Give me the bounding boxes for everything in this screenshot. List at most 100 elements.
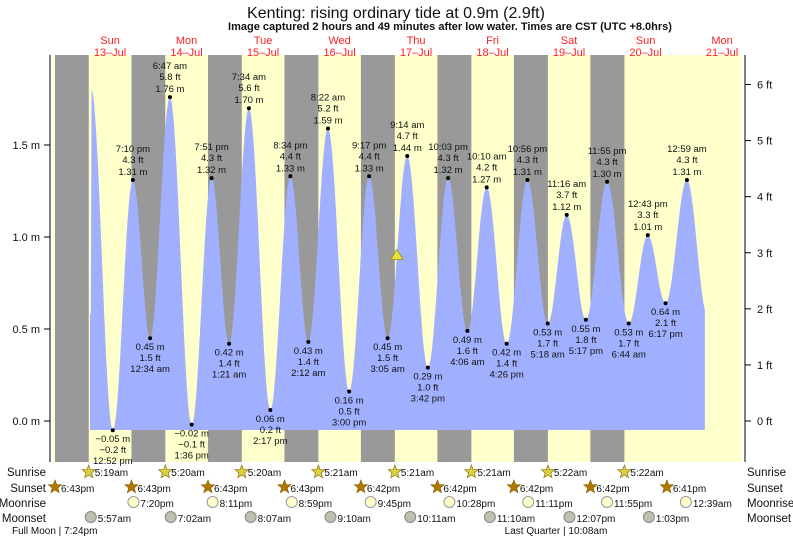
tide-point: [484, 185, 489, 190]
moonset-time: 8:07am: [258, 514, 291, 525]
tide-m-label: 1.32 m: [434, 165, 463, 176]
date-label: 15–Jul: [247, 47, 279, 59]
tide-time-label: 2:12 am: [291, 368, 325, 379]
tide-time-label: 6:44 am: [612, 349, 646, 360]
sunrise-icon: [387, 464, 403, 479]
tide-time-label: 12:52 pm: [93, 456, 133, 467]
astro-rows: Sunrise Sunset Moonrise Moonset Sunrise …: [0, 464, 793, 537]
tide-m-label: 0.42 m: [492, 348, 521, 359]
tide-time-label: 1:36 pm: [174, 451, 208, 462]
tide-point: [405, 154, 410, 159]
tide-point: [148, 336, 153, 341]
tide-time-label: 1:21 am: [212, 370, 246, 381]
day-of-week-label: Mon: [711, 35, 732, 47]
tide-m-label: 0.64 m: [651, 307, 680, 318]
chart-subtitle: Image captured 2 hours and 49 minutes af…: [228, 21, 672, 33]
tide-point: [645, 233, 650, 238]
tide-ft-label: 4.3 ft: [676, 155, 697, 166]
tide-m-label: 1.01 m: [633, 222, 662, 233]
tide-ft-label: 1.7 ft: [537, 338, 558, 349]
tide-m-label: 0.29 m: [413, 372, 442, 383]
tide-time-label: 3:42 pm: [411, 394, 445, 405]
sunset-time: 6:43pm: [61, 484, 94, 495]
tide-point: [268, 407, 273, 412]
moonrise-time: 8:11pm: [220, 499, 253, 510]
tide-point: [504, 341, 509, 346]
tide-point: [525, 177, 530, 182]
sunrise-label-left: Sunrise: [7, 467, 46, 479]
moonset-icon: [324, 511, 337, 523]
tide-point: [306, 339, 311, 344]
tide-point: [130, 177, 135, 182]
tide-point: [288, 174, 293, 179]
tide-time-label: 4:06 am: [450, 357, 484, 368]
day-of-week-label: Mon: [176, 35, 197, 47]
tide-point: [465, 328, 470, 333]
tide-point: [545, 321, 550, 326]
moonrise-icon: [601, 496, 614, 508]
moonrise-time: 7:20pm: [140, 499, 173, 510]
tide-point: [425, 365, 430, 370]
tide-m-label: 0.53 m: [614, 327, 643, 338]
moon-phase-last-quarter: Last Quarter | 10:08am: [505, 526, 608, 537]
tide-time-label: 6:17 pm: [648, 329, 682, 340]
tide-ft-label: 4.3 ft: [438, 153, 459, 164]
tide-m-label: 1.76 m: [155, 84, 184, 95]
moonrise-time: 10:28pm: [456, 499, 495, 510]
moonset-time: 10:11am: [417, 514, 455, 525]
tide-ft-label: 4.3 ft: [517, 155, 538, 166]
moonrise-time: 8:59pm: [299, 499, 332, 510]
moonset-icon: [483, 511, 496, 523]
sunset-icon: [659, 479, 675, 494]
moonrise-icon: [522, 496, 535, 508]
sunrise-time: 5:22am: [554, 468, 587, 479]
sunrise-icon: [81, 464, 97, 479]
day-of-week-label: Tue: [254, 35, 273, 47]
tide-ft-label: 1.0 ft: [417, 383, 438, 394]
sunset-icon: [429, 479, 445, 494]
tide-time-label: 7:51 pm: [194, 142, 228, 153]
right-tick-label: 6 ft: [757, 80, 772, 92]
moonset-label-right: Moonset: [747, 513, 792, 525]
moonset-icon: [642, 511, 655, 523]
tide-point: [626, 321, 631, 326]
tide-m-label: 0.16 m: [335, 396, 364, 407]
tide-time-label: 2:17 pm: [253, 436, 287, 447]
axes: 0.0 m 0.5 m 1.0 m 1.5 m 0 ft 1 ft 2 ft 3 ft 4 ft…: [12, 55, 772, 462]
tide-point: [663, 301, 668, 306]
tide-time-label: 5:18 am: [531, 349, 565, 360]
tide-ft-label: 1.5 ft: [377, 353, 398, 364]
tide-point: [564, 212, 569, 217]
tide-point: [189, 422, 194, 427]
day-of-week-label: Sat: [561, 35, 578, 47]
tide-ft-label: 2.1 ft: [655, 318, 676, 329]
sunset-time: 6:42pm: [520, 484, 553, 495]
moonrise-icon: [679, 496, 692, 508]
date-label: 17–Jul: [400, 47, 432, 59]
sunset-icon: [353, 479, 369, 494]
tide-m-label: −0.05 m: [96, 434, 131, 445]
sunrise-label-right: Sunrise: [747, 467, 786, 479]
tide-time-label: 3:05 am: [370, 364, 404, 375]
tide-time-label: 11:16 am: [547, 179, 586, 190]
tide-time-label: 8:22 am: [311, 92, 345, 103]
tide-ft-label: 1.4 ft: [219, 359, 240, 370]
tide-ft-label: 1.6 ft: [457, 346, 478, 357]
moonset-icon: [84, 511, 97, 523]
sunset-icon: [506, 479, 522, 494]
tide-ft-label: 1.4 ft: [496, 359, 517, 370]
tide-point: [583, 317, 588, 322]
current-tide-marker: [390, 248, 404, 260]
date-label: 20–Jul: [629, 47, 661, 59]
sunset-time: 6:41pm: [673, 484, 706, 495]
date-label: 19–Jul: [553, 47, 585, 59]
sunset-icon: [276, 479, 292, 494]
date-label: 14–Jul: [170, 47, 202, 59]
day-labels: Sun13–JulMon14–JulTue15–JulWed16–JulThu1…: [94, 35, 738, 59]
tide-time-label: 4:26 pm: [490, 370, 524, 381]
sunset-icon: [582, 479, 598, 494]
tide-ft-label: −0.2 ft: [99, 445, 126, 456]
tide-m-label: 1.31 m: [672, 167, 701, 178]
moonrise-label-right: Moonrise: [747, 498, 793, 510]
tide-ft-label: 0.5 ft: [339, 407, 360, 418]
